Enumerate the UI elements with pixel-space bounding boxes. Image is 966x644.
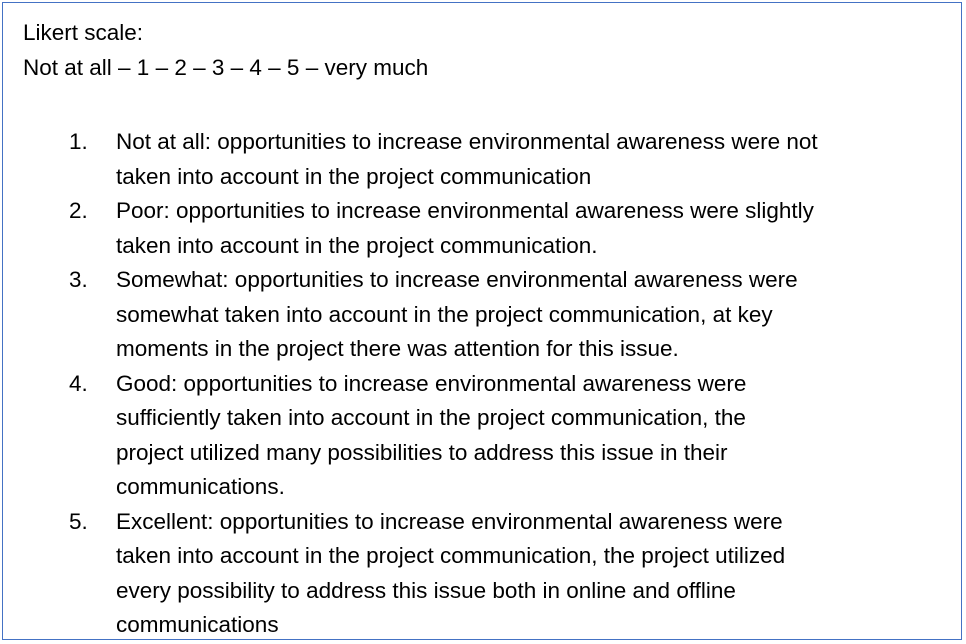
list-item-line: every possibility to address this issue … xyxy=(116,577,736,603)
likert-scale-range: Not at all – 1 – 2 – 3 – 4 – 5 – very mu… xyxy=(23,54,429,80)
list-item-line: somewhat taken into account in the proje… xyxy=(116,301,773,327)
list-item-line: moments in the project there was attenti… xyxy=(116,336,679,361)
list-item-line: communications xyxy=(116,612,279,637)
list-item-line: Somewhat: opportunities to increase envi… xyxy=(116,267,798,292)
list-item-line: sufficiently taken into account in the p… xyxy=(116,405,746,430)
list-item-line: Not at all: opportunities to increase en… xyxy=(116,129,818,154)
likert-level-3: 3. Somewhat: opportunities to increase e… xyxy=(23,263,947,367)
list-item-text: Excellent: opportunities to increase env… xyxy=(116,505,947,640)
spacer xyxy=(23,85,947,125)
list-item-text: Poor: opportunities to increase environm… xyxy=(116,194,947,263)
list-item-text: Somewhat: opportunities to increase envi… xyxy=(116,263,947,367)
list-item-line: taken into account in the project commun… xyxy=(116,232,598,258)
likert-level-5: 5. Excellent: opportunities to increase … xyxy=(23,505,947,640)
likert-level-2: 2. Poor: opportunities to increase envir… xyxy=(23,194,947,263)
list-item-number: 2. xyxy=(69,198,88,223)
list-item-line: Good: opportunities to increase environm… xyxy=(116,370,747,396)
list-item-line: Poor: opportunities to increase environm… xyxy=(116,198,814,223)
list-item-number: 4. xyxy=(69,370,88,396)
list-item-line: Excellent: opportunities to increase env… xyxy=(116,508,783,534)
list-item-number: 1. xyxy=(69,129,88,154)
list-item-number: 3. xyxy=(69,267,88,292)
likert-level-4: 4. Good: opportunities to increase envir… xyxy=(23,367,947,505)
list-item-line: project utilized many possibilities to a… xyxy=(116,439,728,465)
list-item-line: communications. xyxy=(116,474,285,499)
list-item-number: 5. xyxy=(69,508,88,534)
list-item-line: taken into account in the project commun… xyxy=(116,543,786,568)
list-item-text: Good: opportunities to increase environm… xyxy=(116,367,947,505)
likert-level-1: 1. Not at all: opportunities to increase… xyxy=(23,125,947,194)
likert-title: Likert scale: xyxy=(23,20,144,45)
list-item-text: Not at all: opportunities to increase en… xyxy=(116,125,947,194)
likert-levels-list: 1. Not at all: opportunities to increase… xyxy=(23,125,947,640)
list-item-line: taken into account in the project commun… xyxy=(116,163,592,189)
likert-content: Likert scale: Not at all – 1 – 2 – 3 – 4… xyxy=(23,16,947,640)
